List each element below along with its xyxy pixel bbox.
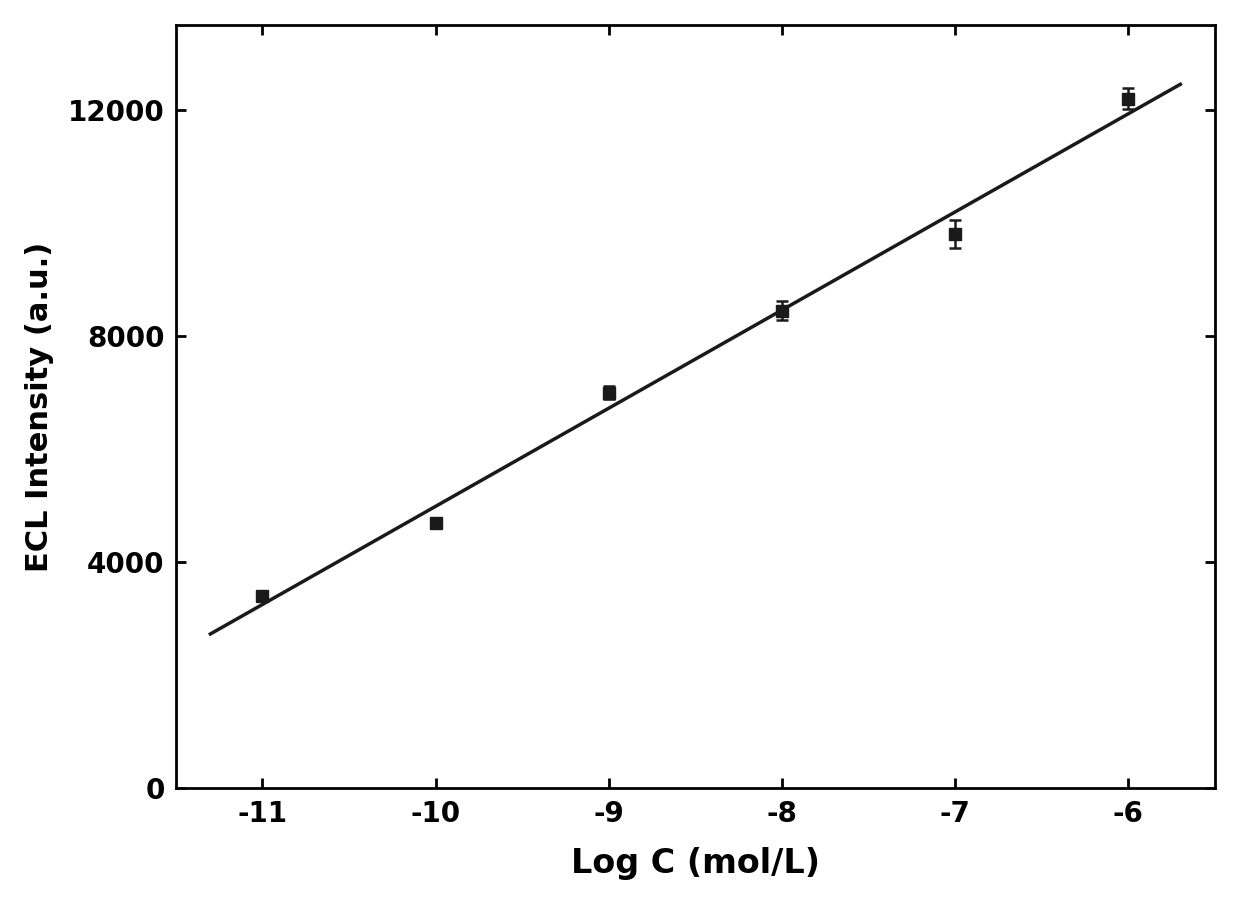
Y-axis label: ECL Intensity (a.u.): ECL Intensity (a.u.) <box>25 242 55 572</box>
X-axis label: Log C (mol/L): Log C (mol/L) <box>570 847 820 880</box>
